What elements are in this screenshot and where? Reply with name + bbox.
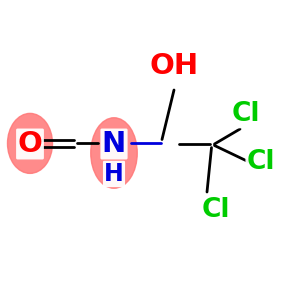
Text: Cl: Cl [247, 149, 275, 175]
Text: H: H [104, 162, 124, 186]
Text: O: O [18, 130, 42, 158]
Text: N: N [102, 130, 126, 158]
Text: Cl: Cl [202, 197, 230, 223]
Ellipse shape [8, 113, 52, 173]
Text: OH: OH [149, 52, 199, 80]
Ellipse shape [91, 118, 137, 188]
Text: Cl: Cl [232, 101, 260, 127]
